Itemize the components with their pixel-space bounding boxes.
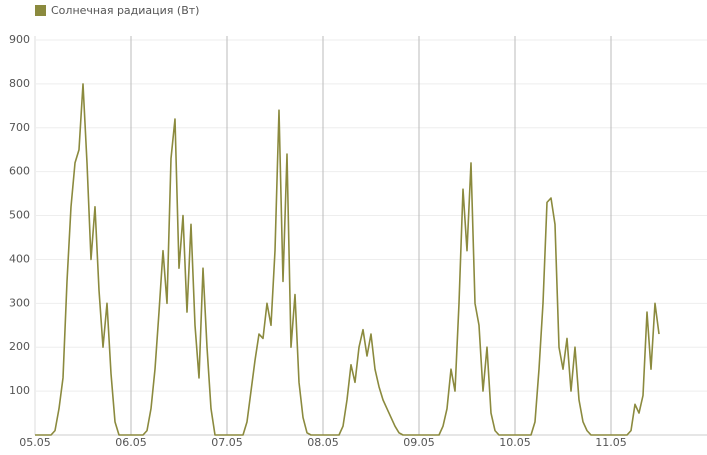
y-tick-label: 500 — [9, 209, 30, 222]
data-line — [35, 83, 660, 436]
x-tick-label: 10.05 — [499, 436, 531, 449]
x-tick-label: 09.05 — [403, 436, 435, 449]
y-tick-label: 700 — [9, 121, 30, 134]
y-tick-label: 800 — [9, 77, 30, 90]
x-tick-label: 08.05 — [307, 436, 339, 449]
y-tick-label: 100 — [9, 384, 30, 397]
y-tick-label: 300 — [9, 296, 30, 309]
y-tick-label: 400 — [9, 252, 30, 265]
y-tick-label: 600 — [9, 165, 30, 178]
x-tick-label: 05.05 — [19, 436, 51, 449]
legend-swatch — [35, 5, 46, 16]
x-tick-label: 11.05 — [595, 436, 627, 449]
y-tick-label: 200 — [9, 340, 30, 353]
y-tick-label: 900 — [9, 33, 30, 46]
legend-label: Солнечная радиация (Вт) — [51, 4, 199, 17]
x-tick-label: 06.05 — [115, 436, 147, 449]
x-tick-label: 07.05 — [211, 436, 243, 449]
